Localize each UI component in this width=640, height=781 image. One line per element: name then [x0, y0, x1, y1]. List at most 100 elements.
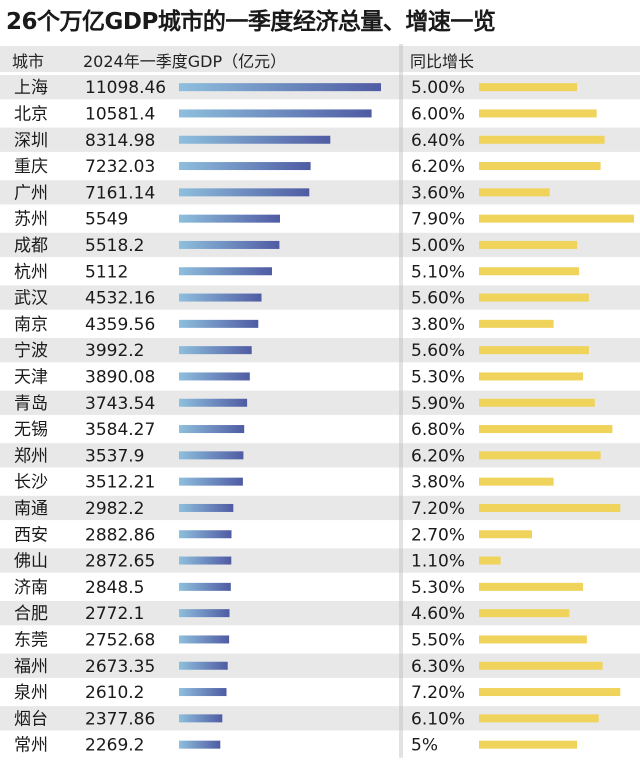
city-label: 深圳: [14, 131, 48, 151]
city-label: 天津: [14, 367, 48, 387]
growth-bar: [479, 346, 589, 355]
gdp-bar: [179, 556, 232, 565]
growth-bar: [479, 425, 613, 434]
gdp-bar: [179, 240, 280, 249]
city-label: 苏州: [14, 210, 48, 230]
growth-value-label: 6.20%: [411, 157, 465, 177]
gdp-value-label: 3584.27: [85, 420, 155, 440]
growth-bar: [479, 556, 501, 565]
gdp-value-label: 2882.86: [85, 525, 155, 545]
header-row: 城市 2024年一季度GDP（亿元） 同比增长: [12, 52, 474, 71]
gdp-value-label: 3537.9: [85, 446, 144, 466]
table-row: 重庆 7232.03 6.20%: [14, 157, 601, 177]
city-label: 杭州: [14, 262, 48, 282]
gdp-value-label: 2872.65: [85, 552, 155, 572]
gdp-bar: [179, 530, 232, 539]
growth-bar: [479, 372, 583, 381]
growth-value-label: 5.60%: [411, 341, 465, 361]
table-row: 杭州 5112 5.10%: [14, 262, 580, 282]
page-title: 26个万亿GDP城市的一季度经济总量、增速一览: [6, 9, 496, 35]
city-label: 上海: [14, 78, 48, 98]
gdp-bar: [179, 293, 262, 302]
growth-value-label: 6.10%: [411, 709, 465, 729]
growth-bar: [479, 609, 570, 618]
city-label: 青岛: [14, 394, 48, 414]
table-row: 长沙 3512.21 3.80%: [14, 473, 554, 493]
gdp-bar: [179, 346, 252, 355]
gdp-bar: [179, 135, 331, 144]
growth-value-label: 3.80%: [411, 315, 465, 335]
table-row: 佛山 2872.65 1.10%: [14, 552, 501, 572]
gdp-value-label: 4532.16: [85, 289, 155, 309]
growth-value-label: 7.20%: [411, 499, 465, 519]
growth-value-label: 2.70%: [411, 525, 465, 545]
growth-value-label: 6.40%: [411, 131, 465, 151]
table-row: 苏州 5549 7.90%: [14, 210, 634, 230]
growth-bar: [479, 109, 597, 118]
gdp-value-label: 11098.46: [85, 78, 166, 98]
gdp-bar: [179, 740, 221, 749]
city-label: 常州: [14, 736, 48, 756]
growth-value-label: 5.60%: [411, 289, 465, 309]
header-stripe: [0, 46, 640, 72]
table-row: 福州 2673.35 6.30%: [14, 657, 603, 677]
growth-bar: [479, 740, 578, 749]
gdp-value-label: 10581.4: [85, 104, 155, 124]
table-row: 上海 11098.46 5.00%: [14, 78, 578, 98]
row-stripes: [0, 46, 640, 731]
growth-value-label: 6.20%: [411, 446, 465, 466]
growth-bar: [479, 661, 603, 670]
gdp-value-label: 5518.2: [85, 236, 144, 256]
growth-value-label: 5.50%: [411, 630, 465, 650]
gdp-value-label: 3743.54: [85, 394, 155, 414]
city-label: 合肥: [14, 604, 48, 624]
growth-bar: [479, 530, 532, 539]
growth-bar: [479, 398, 595, 407]
growth-bar: [479, 635, 587, 644]
gdp-bar: [179, 503, 234, 512]
growth-value-label: 5.90%: [411, 394, 465, 414]
gdp-bar: [179, 109, 372, 118]
city-label: 无锡: [14, 420, 48, 440]
gdp-bar: [179, 477, 243, 486]
gdp-bar: [179, 372, 250, 381]
gdp-bar: [179, 188, 310, 197]
gdp-bar: [179, 688, 227, 697]
gdp-value-label: 2752.68: [85, 630, 155, 650]
growth-value-label: 5%: [411, 736, 438, 756]
row-stripe: [0, 548, 640, 573]
table-row: 南京 4359.56 3.80%: [14, 315, 554, 335]
table-row: 天津 3890.08 5.30%: [14, 367, 583, 387]
data-rows: 上海 11098.46 5.00% 北京 10581.4 6.00% 深圳 8314.98 6.…: [14, 78, 634, 756]
table-row: 北京 10581.4 6.00%: [14, 104, 597, 124]
city-label: 郑州: [14, 446, 48, 466]
gdp-value-label: 3512.21: [85, 473, 155, 493]
gdp-value-label: 7161.14: [85, 183, 155, 203]
gdp-value-label: 3890.08: [85, 367, 155, 387]
gdp-bar: [179, 714, 223, 723]
growth-bar: [479, 688, 621, 697]
growth-value-label: 5.00%: [411, 236, 465, 256]
growth-bar: [479, 162, 601, 171]
city-label: 宁波: [14, 341, 48, 361]
city-label: 广州: [14, 183, 48, 203]
header-gdp: 2024年一季度GDP（亿元）: [83, 52, 286, 71]
gdp-bar: [179, 214, 280, 223]
gdp-bar: [179, 635, 230, 644]
growth-value-label: 5.10%: [411, 262, 465, 282]
gdp-bar: [179, 83, 381, 92]
growth-value-label: 3.80%: [411, 473, 465, 493]
header-growth: 同比增长: [410, 52, 474, 71]
table-row: 济南 2848.5 5.30%: [14, 578, 583, 598]
growth-bar: [479, 214, 634, 223]
city-label: 重庆: [14, 157, 48, 177]
city-label: 东莞: [14, 630, 48, 650]
growth-value-label: 7.20%: [411, 683, 465, 703]
gdp-bar: [179, 451, 244, 460]
growth-bar: [479, 188, 550, 197]
city-label: 福州: [14, 657, 48, 677]
growth-bar: [479, 319, 554, 328]
city-label: 佛山: [14, 552, 48, 572]
growth-value-label: 1.10%: [411, 552, 465, 572]
